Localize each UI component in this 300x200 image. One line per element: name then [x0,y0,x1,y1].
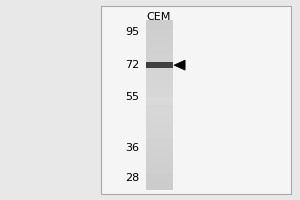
FancyBboxPatch shape [146,28,172,37]
FancyBboxPatch shape [146,63,172,71]
FancyBboxPatch shape [146,54,172,62]
FancyBboxPatch shape [146,80,172,88]
FancyBboxPatch shape [146,46,172,54]
Text: 55: 55 [125,92,140,102]
FancyBboxPatch shape [146,71,172,80]
FancyBboxPatch shape [146,88,172,97]
FancyBboxPatch shape [146,182,172,190]
FancyBboxPatch shape [146,37,172,46]
FancyBboxPatch shape [146,131,172,139]
Text: 28: 28 [125,173,140,183]
FancyBboxPatch shape [100,6,291,194]
Text: CEM: CEM [147,12,171,22]
Text: 72: 72 [125,60,140,70]
FancyBboxPatch shape [146,122,172,131]
FancyBboxPatch shape [146,156,172,164]
FancyBboxPatch shape [146,148,172,156]
FancyBboxPatch shape [146,164,172,173]
FancyBboxPatch shape [146,97,172,105]
FancyBboxPatch shape [146,105,172,114]
FancyBboxPatch shape [146,114,172,122]
FancyBboxPatch shape [146,173,172,182]
FancyBboxPatch shape [146,20,172,190]
FancyBboxPatch shape [146,139,172,148]
FancyBboxPatch shape [146,20,172,28]
Text: 36: 36 [125,143,140,153]
FancyBboxPatch shape [146,62,172,68]
Text: 95: 95 [125,27,140,37]
Polygon shape [174,60,185,70]
